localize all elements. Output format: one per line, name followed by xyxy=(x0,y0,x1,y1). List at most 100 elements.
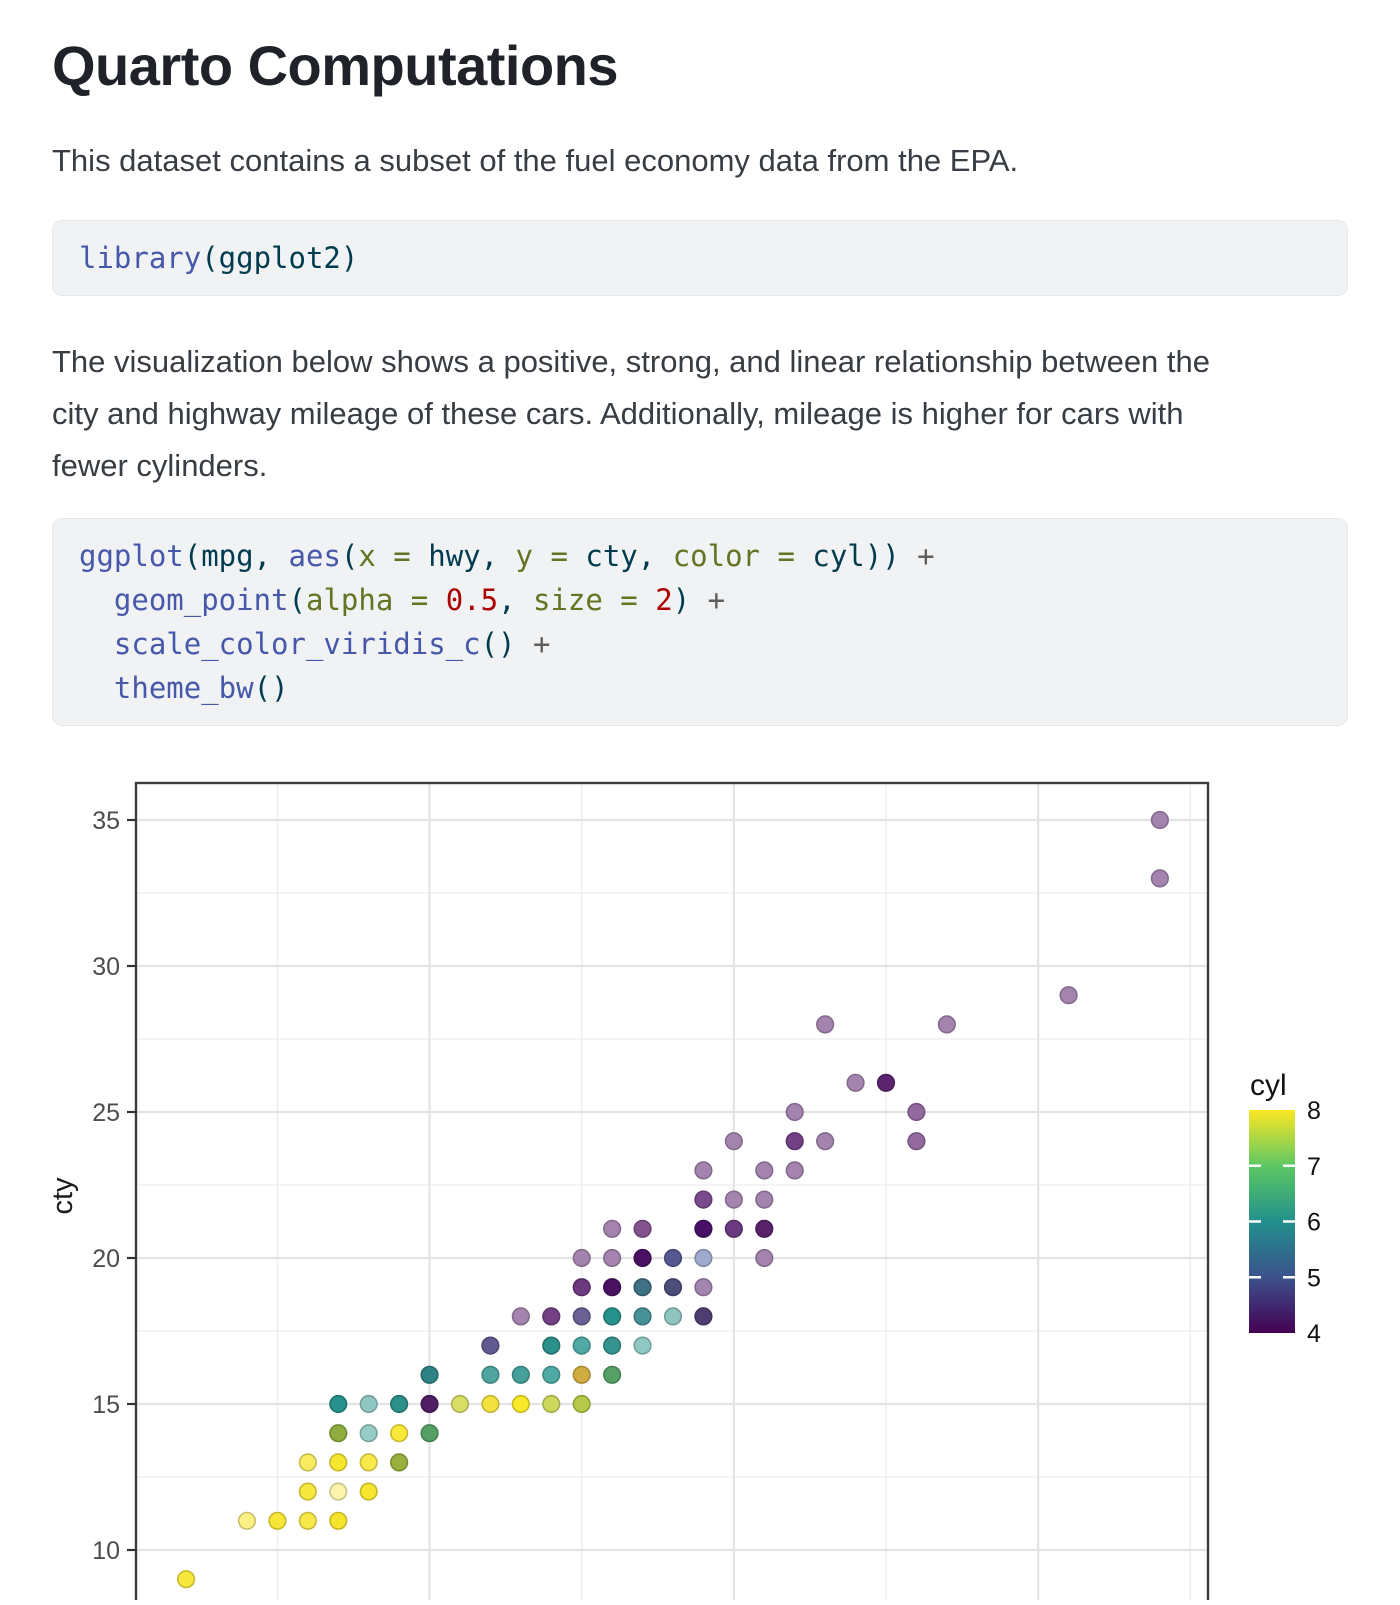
data-point xyxy=(511,1394,530,1414)
data-point xyxy=(603,1219,622,1238)
code-token xyxy=(79,583,114,617)
data-point xyxy=(450,1394,470,1414)
code-token: theme_bw xyxy=(113,671,254,705)
data-point xyxy=(603,1365,622,1384)
data-point xyxy=(755,1161,774,1180)
intro-paragraph: This dataset contains a subset of the fu… xyxy=(52,143,1019,178)
data-point xyxy=(542,1365,561,1384)
description-line-3: fewer cylinders. xyxy=(52,448,268,483)
code-token xyxy=(79,627,114,661)
data-point xyxy=(329,1511,348,1530)
data-point xyxy=(724,1190,743,1209)
legend-tick-label: 5 xyxy=(1307,1264,1321,1292)
data-point xyxy=(359,1394,378,1414)
data-point xyxy=(390,1424,409,1443)
y-tick-label: 20 xyxy=(92,1245,120,1273)
code-token: x = xyxy=(358,539,429,573)
data-point xyxy=(359,1482,378,1501)
data-point xyxy=(481,1336,500,1355)
code-token: , xyxy=(480,539,516,573)
data-point xyxy=(572,1307,591,1326)
data-point xyxy=(329,1394,348,1414)
code-token: + xyxy=(917,539,935,573)
y-tick-label: 10 xyxy=(92,1537,120,1565)
code-token: color = xyxy=(672,539,813,573)
code-token: , xyxy=(637,539,673,573)
legend-tick-label: 7 xyxy=(1307,1153,1321,1181)
data-point xyxy=(359,1424,378,1443)
legend-tick-label: 8 xyxy=(1307,1097,1321,1125)
data-point xyxy=(298,1482,317,1501)
data-point xyxy=(572,1336,591,1355)
data-point xyxy=(633,1307,652,1326)
code-token: () xyxy=(480,627,533,661)
legend-title: cyl xyxy=(1250,1069,1287,1102)
data-point xyxy=(420,1424,439,1443)
code-token: y = xyxy=(515,539,586,573)
description-paragraph: The visualization below shows a positive… xyxy=(52,336,1348,492)
code-token: geom_point xyxy=(113,583,289,617)
data-point xyxy=(329,1482,348,1501)
data-point xyxy=(694,1248,713,1268)
code-token: size = xyxy=(533,583,656,617)
y-tick-label: 30 xyxy=(92,953,120,981)
panel-border xyxy=(134,781,1210,1605)
data-point xyxy=(481,1394,500,1414)
data-point xyxy=(177,1570,196,1589)
description-line-1: The visualization below shows a positive… xyxy=(52,344,1211,379)
code-token: cty xyxy=(585,539,638,573)
data-point xyxy=(237,1511,257,1530)
data-point xyxy=(937,1015,956,1034)
data-point xyxy=(785,1132,804,1151)
code-token: )) xyxy=(864,539,918,573)
code-token: , xyxy=(498,583,533,617)
code-token: (mpg, xyxy=(183,539,289,573)
code-token: () xyxy=(253,671,289,705)
data-point xyxy=(816,1132,835,1151)
data-point xyxy=(268,1511,287,1530)
data-point xyxy=(633,1336,652,1355)
code-token: 2 xyxy=(655,583,673,617)
data-point xyxy=(1059,986,1078,1005)
data-point xyxy=(907,1102,926,1122)
data-point xyxy=(1150,810,1169,830)
y-tick-label: 15 xyxy=(92,1391,120,1419)
data-point xyxy=(1150,869,1169,888)
data-point xyxy=(603,1278,622,1297)
data-point xyxy=(694,1219,713,1238)
code-block-library: library(ggplot2) xyxy=(52,220,1348,296)
code-token: scale_color_viridis_c xyxy=(113,627,481,661)
data-point xyxy=(481,1365,500,1384)
code-token: cyl xyxy=(812,539,865,573)
data-point xyxy=(603,1307,622,1326)
data-point xyxy=(907,1132,926,1151)
data-point xyxy=(542,1336,561,1355)
data-point xyxy=(694,1161,713,1180)
code-token: library xyxy=(79,241,202,275)
data-point xyxy=(298,1511,317,1530)
document-body: Quarto Computations This dataset contain… xyxy=(0,0,1400,726)
data-point xyxy=(724,1219,743,1238)
data-point xyxy=(755,1248,774,1268)
data-point xyxy=(694,1307,713,1326)
data-point xyxy=(511,1307,530,1326)
data-point xyxy=(390,1453,409,1472)
data-point xyxy=(511,1365,530,1384)
data-point xyxy=(542,1307,561,1326)
data-point xyxy=(663,1307,683,1326)
code-token: ggplot xyxy=(79,539,184,573)
y-axis-title: cty xyxy=(47,1177,79,1215)
code-token: 0.5 xyxy=(445,583,499,617)
data-point xyxy=(663,1248,683,1268)
y-tick-label: 35 xyxy=(92,807,120,835)
data-point xyxy=(572,1278,591,1297)
data-point xyxy=(572,1394,591,1414)
description-line-2: city and highway mileage of these cars. … xyxy=(52,396,1184,431)
legend-tick-label: 6 xyxy=(1307,1209,1321,1237)
data-point xyxy=(329,1424,348,1443)
code-token: hwy xyxy=(428,539,481,573)
data-point xyxy=(876,1073,896,1092)
data-point xyxy=(694,1190,713,1209)
code-token: ( xyxy=(340,539,359,573)
data-point xyxy=(572,1248,591,1268)
